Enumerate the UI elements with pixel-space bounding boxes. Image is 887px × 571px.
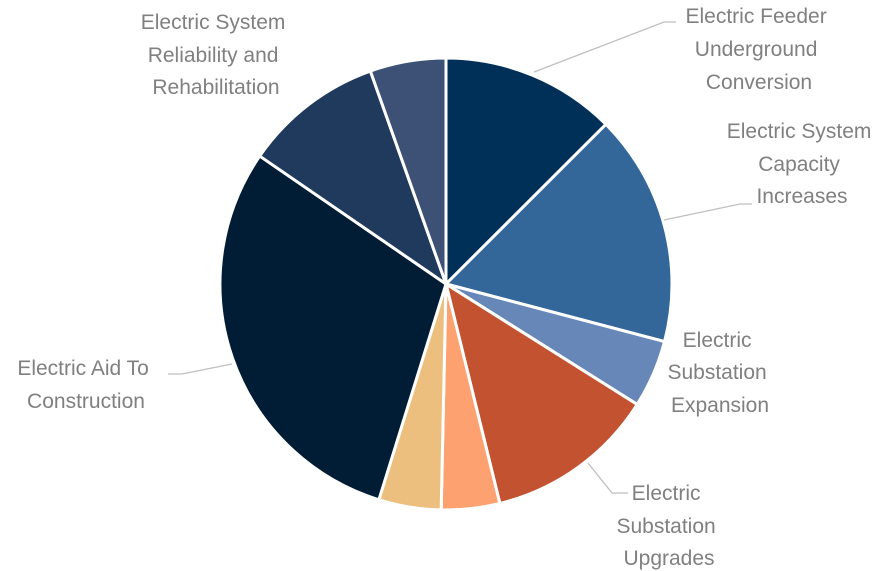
leader-line-aid — [168, 363, 233, 375]
label-capacity: Electric System Capacity Increases — [727, 120, 878, 208]
label-capacity-line: Electric System — [727, 120, 872, 143]
pie-slice-2 — [443, 122, 674, 344]
leader-line-upgrades — [587, 462, 628, 494]
label-reliability-line: Electric System — [141, 11, 286, 34]
label-feeder: Electric Feeder Underground Conversion — [685, 5, 832, 94]
label-reliability: Electric System Reliability and Rehabili… — [141, 11, 292, 99]
label-upgrades-line: Substation — [616, 515, 715, 538]
label-aid: Electric Aid To Construction — [17, 357, 154, 413]
label-upgrades-line: Electric — [632, 482, 701, 505]
label-expansion-line: Electric — [683, 329, 752, 352]
label-aid-line: Electric Aid To — [17, 357, 149, 380]
leader-line-feeder — [533, 21, 676, 73]
label-aid-line: Construction — [27, 390, 145, 413]
label-upgrades: Electric Substation Upgrades — [616, 482, 721, 570]
label-capacity-line: Capacity — [758, 153, 840, 176]
pie-slice-8 — [257, 69, 449, 288]
pie-slice-9 — [368, 56, 448, 285]
label-expansion-line: Expansion — [671, 394, 769, 417]
label-feeder-line: Conversion — [706, 71, 812, 94]
pie-slice-4 — [443, 280, 640, 506]
label-expansion: Electric Substation Expansion — [667, 329, 772, 417]
label-feeder-line: Electric Feeder — [685, 5, 826, 28]
pie-slices — [218, 56, 674, 512]
label-expansion-line: Substation — [667, 361, 766, 384]
label-feeder-line: Underground — [695, 38, 818, 61]
label-capacity-line: Increases — [756, 185, 847, 208]
pie-slice-1 — [444, 56, 609, 288]
label-reliability-line: Reliability and — [148, 44, 279, 67]
pie-slice-7 — [218, 153, 448, 502]
label-upgrades-line: Upgrades — [623, 547, 714, 570]
label-reliability-line: Rehabilitation — [152, 76, 279, 99]
leader-line-capacity — [663, 203, 752, 221]
